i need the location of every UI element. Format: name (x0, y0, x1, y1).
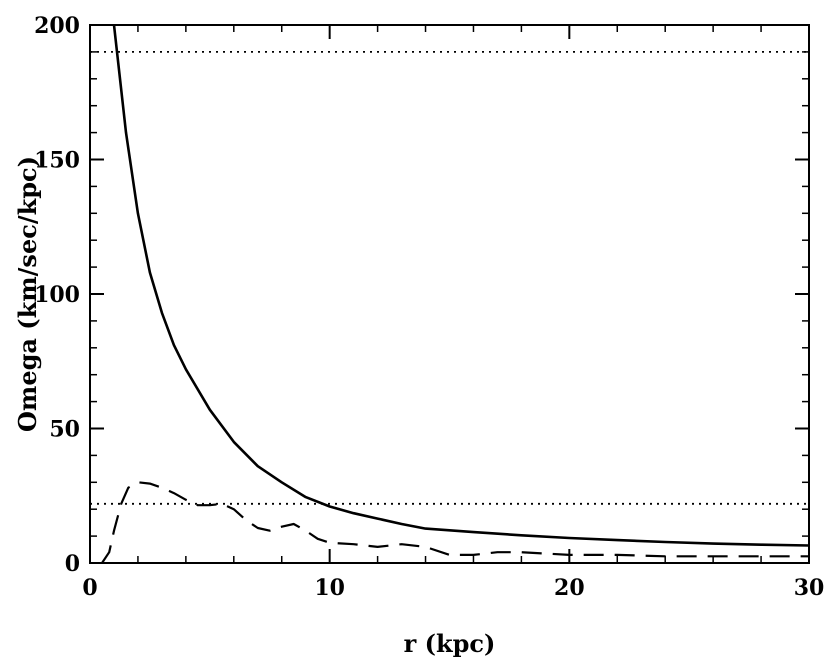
y-tick-label: 100 (34, 282, 80, 308)
y-tick-label: 200 (34, 13, 80, 39)
series-layer (90, 25, 809, 563)
plot-frame (89, 24, 810, 564)
x-tick-label: 30 (794, 575, 825, 601)
y-axis-label: Omega (km/sec/kpc) (13, 156, 42, 432)
y-tick-label: 150 (34, 148, 80, 174)
ticks-layer: 0 10 20 30 0 50 100 150 200 (34, 13, 824, 601)
x-tick-label: 10 (314, 575, 345, 601)
x-tick-label: 0 (82, 575, 97, 601)
x-axis-label: r (kpc) (404, 629, 496, 658)
y-tick-label: 0 (65, 551, 80, 577)
y-tick-label: 50 (49, 417, 80, 443)
series-line-solid-0 (112, 25, 809, 547)
series-line-dashed-1 (101, 481, 809, 563)
x-tick-label: 20 (554, 575, 585, 601)
